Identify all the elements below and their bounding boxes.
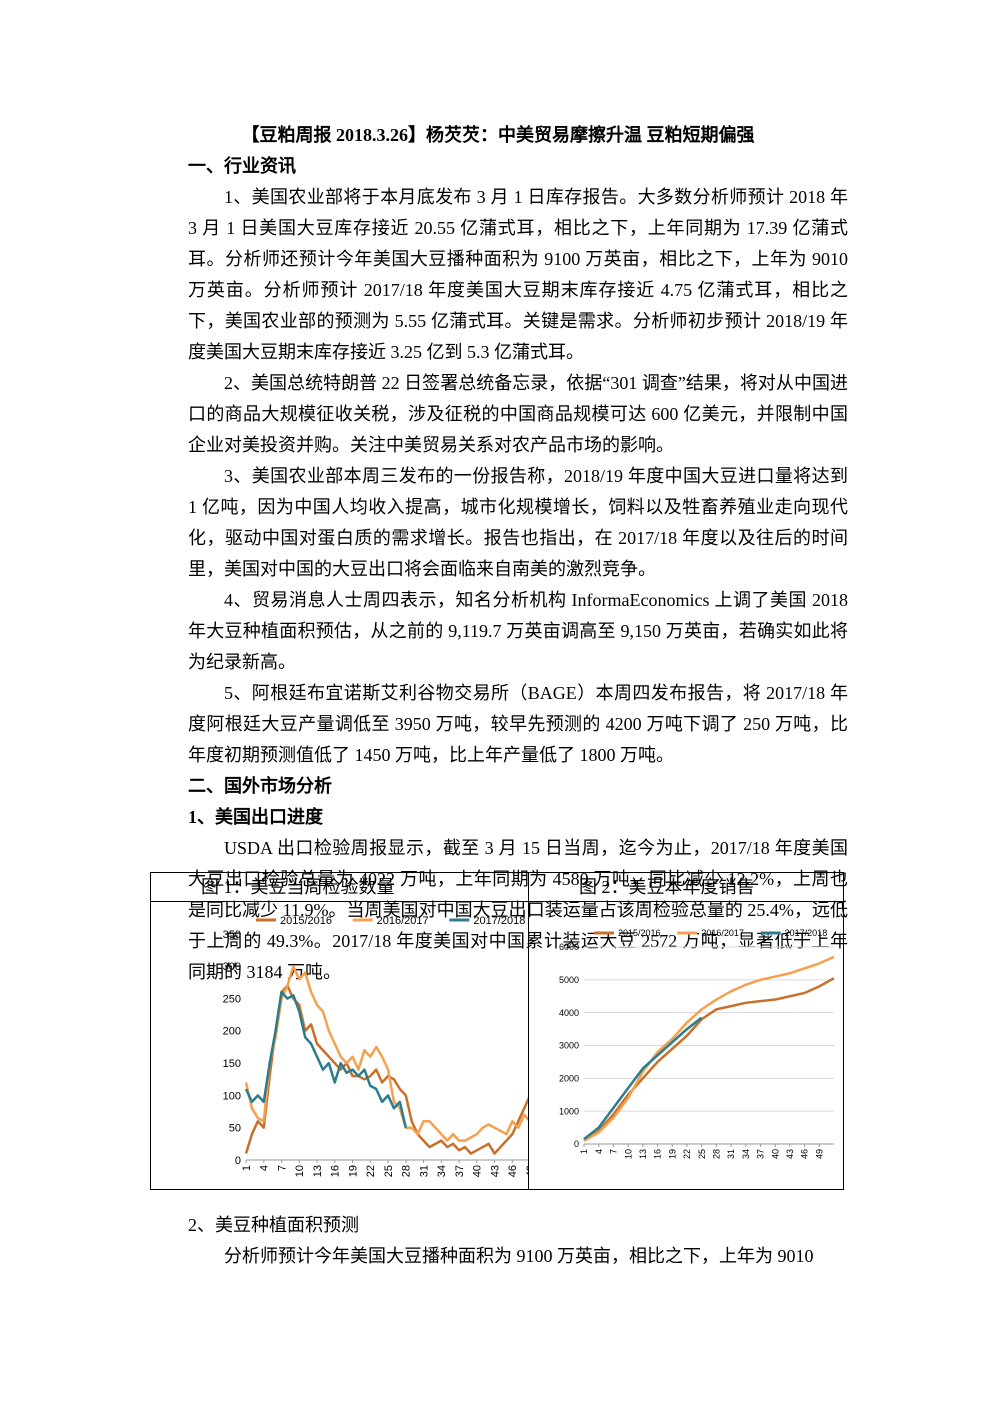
x-tick-label: 40 [770, 1149, 780, 1159]
y-tick-label: 0 [574, 1139, 579, 1149]
series-line [583, 955, 835, 1142]
x-tick-label: 28 [401, 1165, 413, 1177]
x-tick-label: 19 [347, 1165, 359, 1177]
legend-label: 2015/2016 [280, 915, 332, 927]
x-tick-label: 13 [312, 1165, 324, 1177]
heading: 一、行业资讯 [188, 156, 296, 176]
figure-caption: 图 2：美豆本年度销售 [529, 873, 843, 902]
legend-label: 2017/2018 [473, 915, 525, 927]
x-tick-label: 1 [579, 1149, 589, 1154]
series-line [244, 990, 408, 1128]
x-tick-label: 25 [383, 1165, 395, 1177]
figure-cell: 图 1：美豆当周检验数量 0 50 100 150 200 250 300 350 1 4 7 10 1… [151, 873, 538, 1189]
y-tick-label: 0 [235, 1155, 241, 1167]
x-tick-label: 19 [667, 1149, 677, 1159]
x-tick-label: 22 [365, 1165, 377, 1177]
x-tick-label: 1 [241, 1165, 253, 1171]
x-tick-label: 31 [418, 1165, 430, 1177]
x-tick-label: 16 [330, 1165, 342, 1177]
x-tick-label: 10 [623, 1149, 633, 1159]
series-line [244, 965, 536, 1142]
x-tick-label: 40 [472, 1165, 484, 1177]
x-tick-label: 37 [756, 1149, 766, 1159]
doc-title: 【豆粕周报 2018.3.26】杨芡芡：中美贸易摩擦升温 豆粕短期偏强 [241, 125, 755, 145]
figure-table: 图 1：美豆当周检验数量 0 50 100 150 200 250 300 350 1 4 7 10 1… [150, 872, 844, 1190]
y-tick-label: 5000 [559, 975, 579, 985]
figure-caption: 图 1：美豆当周检验数量 [151, 873, 528, 902]
x-tick-label: 43 [785, 1149, 795, 1159]
x-tick-label: 10 [294, 1165, 306, 1177]
y-tick-label: 3000 [559, 1041, 579, 1051]
y-tick-label: 6000 [559, 942, 579, 952]
subheading: 2、美豆种植面积预测 [188, 1215, 359, 1235]
paragraph: 4、贸易消息人士周四表示，知名分析机构 InformaEconomics 上调了… [188, 590, 848, 672]
text-block: 2、美豆种植面积预测 分析师预计今年美国大豆播种面积为 9100 万英亩，相比之… [188, 1210, 848, 1272]
x-tick-label: 25 [697, 1149, 707, 1159]
chart: 0 1000 2000 3000 4000 5000 6000 1 4 7 10 13 16 19 22 25… [559, 928, 835, 1159]
series-line [583, 1016, 703, 1141]
x-tick-label: 7 [609, 1149, 619, 1154]
legend-label: 2016/2017 [701, 928, 744, 938]
x-tick-label: 4 [259, 1165, 271, 1171]
y-tick-label: 300 [223, 961, 241, 973]
paragraph: 2、美国总统特朗普 22 日签署总统备忘录，依据“301 调查”结果，将对从中国… [188, 373, 848, 455]
chart: 0 50 100 150 200 250 300 350 1 4 7 10 13 16 19 22 25 28 31… [223, 915, 538, 1177]
subheading: 1、美国出口进度 [188, 807, 323, 827]
paragraph: 1、美国农业部将于本月底发布 3 月 1 日库存报告。大多数分析师预计 2018… [188, 187, 848, 362]
y-tick-label: 50 [229, 1123, 241, 1135]
y-tick-label: 150 [223, 1058, 241, 1070]
heading: 二、国外市场分析 [188, 776, 332, 796]
paragraph: 5、阿根廷布宜诺斯艾利谷物交易所（BAGE）本周四发布报告，将 2017/18 … [188, 683, 848, 765]
paragraph: 3、美国农业部本周三发布的一份报告称，2018/19 年度中国大豆进口量将达到 … [188, 466, 848, 579]
series-line [583, 977, 835, 1142]
y-tick-label: 2000 [559, 1073, 579, 1083]
paragraph: USDA 出口检验周报显示，截至 3 月 15 日当周，迄今为止，2017/18… [188, 838, 848, 982]
legend-label: 2016/2017 [377, 915, 429, 927]
y-tick-label: 100 [223, 1090, 241, 1102]
x-tick-label: 28 [712, 1149, 722, 1159]
x-tick-label: 49 [525, 1165, 528, 1177]
y-tick-label: 4000 [559, 1008, 579, 1018]
paragraph: 分析师预计今年美国大豆播种面积为 9100 万英亩，相比之下，上年为 9010 [224, 1246, 814, 1266]
legend-label: 2015/2016 [618, 928, 661, 938]
x-tick-label: 49 [814, 1149, 824, 1159]
y-tick-label: 200 [223, 1026, 241, 1038]
y-tick-label: 1000 [559, 1106, 579, 1116]
x-tick-label: 31 [726, 1149, 736, 1159]
x-tick-label: 16 [653, 1149, 663, 1159]
figure-cell: 图 2：美豆本年度销售 0 1000 2000 3000 4000 5000 6000 1 4 7… [529, 873, 843, 1189]
y-tick-label: 250 [223, 993, 241, 1005]
x-tick-label: 37 [454, 1165, 466, 1177]
legend-label: 2017/2018 [785, 928, 828, 938]
x-tick-label: 4 [594, 1149, 604, 1154]
x-tick-label: 34 [436, 1165, 448, 1177]
x-tick-label: 22 [682, 1149, 692, 1159]
x-tick-label: 46 [800, 1149, 810, 1159]
text-block: 【豆粕周报 2018.3.26】杨芡芡：中美贸易摩擦升温 豆粕短期偏强 一、行业… [188, 120, 848, 988]
x-tick-label: 46 [507, 1165, 519, 1177]
x-tick-label: 7 [276, 1165, 288, 1171]
x-tick-label: 43 [489, 1165, 501, 1177]
x-tick-label: 13 [638, 1149, 648, 1159]
y-tick-label: 350 [223, 929, 241, 941]
x-tick-label: 34 [741, 1149, 751, 1159]
